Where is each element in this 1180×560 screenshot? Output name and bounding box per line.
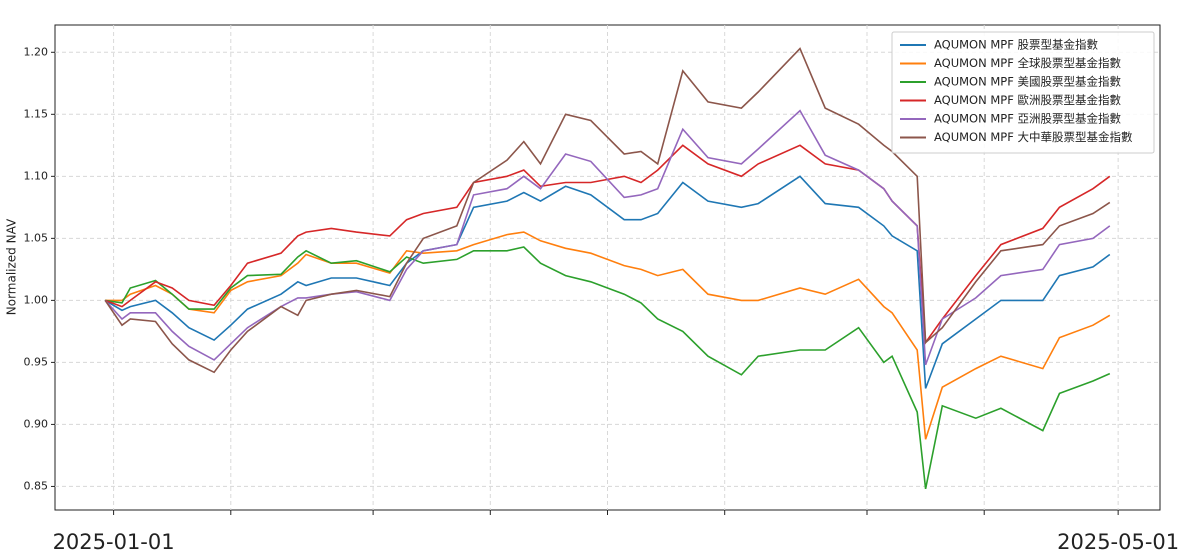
y-tick-label: 1.05	[24, 231, 49, 244]
series-line	[105, 231, 1111, 440]
x-tick-label: 2025-05-01	[1057, 530, 1179, 554]
legend-label: AQUMON MPF 股票型基金指數	[934, 38, 1098, 52]
y-tick-label: 0.90	[24, 417, 49, 430]
legend-label: AQUMON MPF 亞洲股票型基金指數	[934, 112, 1121, 126]
legend-label: AQUMON MPF 美國股票型基金指數	[934, 75, 1121, 89]
grid	[55, 25, 1160, 510]
series-line	[105, 246, 1111, 490]
legend-label: AQUMON MPF 歐洲股票型基金指數	[934, 93, 1121, 107]
y-axis-label: Normalized NAV	[5, 218, 19, 315]
legend-box	[891, 31, 1155, 154]
y-tick-label: 0.85	[24, 479, 49, 492]
y-tick-label: 1.00	[24, 293, 49, 306]
x-tick-label: 2025-01-01	[53, 530, 175, 554]
legend-label: AQUMON MPF 全球股票型基金指數	[934, 56, 1121, 70]
legend: AQUMON MPF 股票型基金指數 AQUMON MPF 全球股票型基金指數 AQ…	[891, 31, 1155, 154]
series-line	[104, 109, 1111, 366]
series-line	[104, 47, 1111, 374]
y-tick-label: 1.20	[24, 45, 49, 58]
y-tick-label: 1.10	[24, 169, 49, 182]
legend-label: AQUMON MPF 大中華股票型基金指數	[934, 130, 1133, 144]
series-line	[104, 175, 1111, 389]
series-line	[104, 144, 1111, 345]
y-tick-label: 1.15	[24, 107, 49, 120]
y-tick-label: 0.95	[24, 355, 49, 368]
